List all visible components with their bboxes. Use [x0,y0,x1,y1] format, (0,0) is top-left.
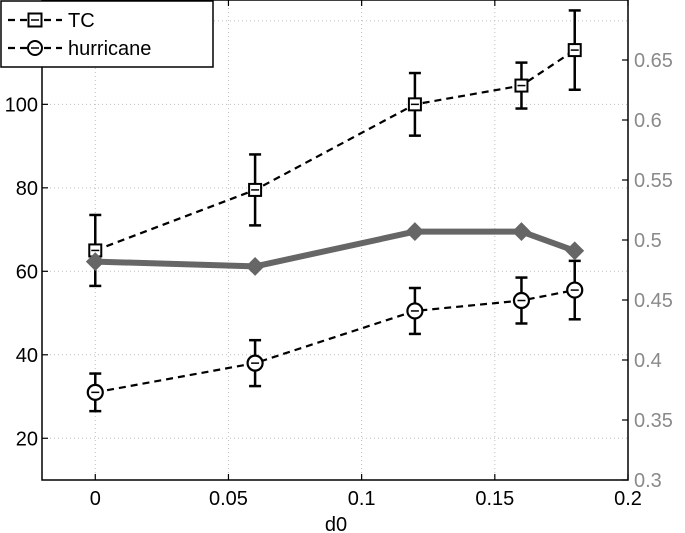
series-layer [85,9,585,413]
x-tick-label: 0.05 [209,488,248,510]
diamond-marker [512,222,531,242]
y-tick-label: 20 [16,428,38,450]
diamond-marker [85,252,105,272]
x-tick-label: 0.1 [348,488,376,510]
y2-tick-label: 0.4 [634,350,662,372]
series-1 [86,259,584,413]
y-tick-label: 40 [16,345,38,367]
diamond-marker [245,256,265,276]
y2-tick-label: 0.35 [634,410,673,432]
legend: TC hurricane [0,0,214,68]
y-tick-label: 100 [5,94,38,116]
x-tick-label: 0.15 [475,488,514,510]
x-tick-label: 0 [90,488,101,510]
x-tick-label: 0.2 [614,488,642,510]
y2-tick-label: 0.65 [634,50,673,72]
diamond-marker [405,222,425,242]
diamond-marker [565,241,585,261]
legend-hurricane-label: hurricane [68,38,151,60]
y2-tick-label: 0.3 [634,470,662,492]
y2-tick-label: 0.6 [634,110,662,132]
legend-tc-label: TC [68,10,95,32]
y-tick-label: 80 [16,178,38,200]
x-axis-label: d0 [325,514,347,533]
series-0 [88,9,582,288]
axes: 00.050.10.150.2204060801001200.30.350.40… [5,0,673,510]
series-line [95,228,576,270]
y2-tick-label: 0.45 [634,290,673,312]
legend-entry-tc: TC [8,10,95,32]
y2-tick-label: 0.5 [634,230,662,252]
series-line [94,49,576,252]
series-2 [85,222,585,276]
y2-tick-label: 0.55 [634,170,673,192]
legend-entry-hurricane: hurricane [8,38,151,60]
y-tick-label: 60 [16,261,38,283]
legend-box [0,0,214,68]
series-line [95,289,575,394]
